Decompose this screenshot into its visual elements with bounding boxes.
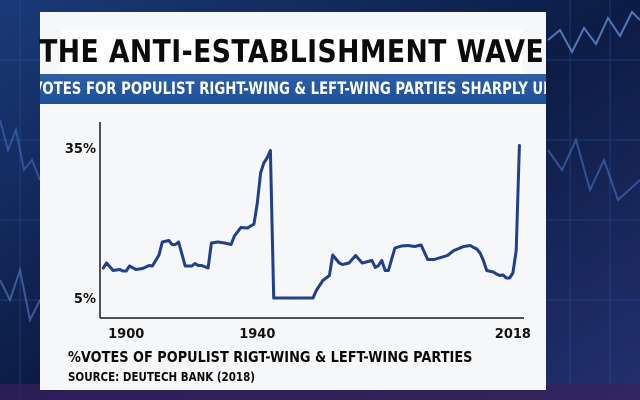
chart-caption: %VOTES OF POPULIST RIGT-WING & LEFT-WING…	[68, 348, 473, 366]
series-line-0	[101, 144, 521, 300]
source-note: SOURCE: DEUTECH BANK (2018)	[68, 370, 256, 384]
headline-banner: THE ANTI-ESTABLISHMENT WAVE	[39, 30, 544, 74]
x-tick-label-2: 2018	[495, 327, 531, 342]
y-tick-label-0: 35%	[65, 142, 96, 157]
subtitle-banner: VOTES FOR POPULIST RIGHT-WING & LEFT-WIN…	[40, 74, 546, 104]
x-tick-label-0: 1900	[108, 327, 144, 342]
x-tick-label-1: 1940	[239, 327, 275, 342]
y-tick-label-1: 5%	[74, 292, 96, 307]
headline-title: THE ANTI-ESTABLISHMENT WAVE	[39, 34, 545, 70]
line-chart: 35% 5% 1900 1940 2018	[65, 122, 531, 342]
headline-subtitle: VOTES FOR POPULIST RIGHT-WING & LEFT-WIN…	[40, 79, 546, 99]
